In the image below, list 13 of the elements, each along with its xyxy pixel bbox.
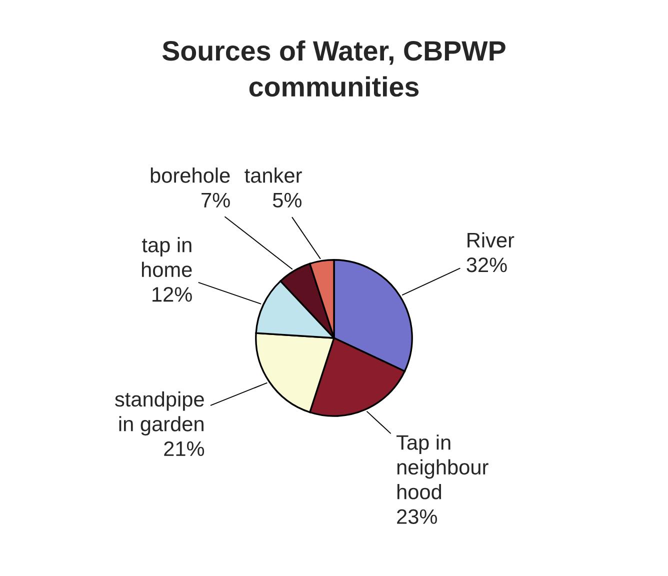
slice-label: tanker bbox=[244, 168, 302, 183]
slice-label: River bbox=[468, 232, 514, 248]
slice-label: standpipe in garden bbox=[115, 391, 204, 436]
data-label: 32% bbox=[466, 257, 507, 272]
data-label: 7% bbox=[202, 192, 230, 208]
slice-label: Tap in neighbour hood bbox=[396, 434, 488, 500]
slice-label: tap in home bbox=[142, 237, 192, 278]
data-label: 12% bbox=[152, 287, 192, 302]
chart-title: Sources of Water, CBPWP communities bbox=[162, 40, 506, 97]
data-label: 23% bbox=[397, 509, 437, 524]
slice-label: borehole bbox=[150, 168, 230, 183]
data-label: 21% bbox=[164, 441, 204, 456]
data-label: 5% bbox=[272, 192, 302, 208]
